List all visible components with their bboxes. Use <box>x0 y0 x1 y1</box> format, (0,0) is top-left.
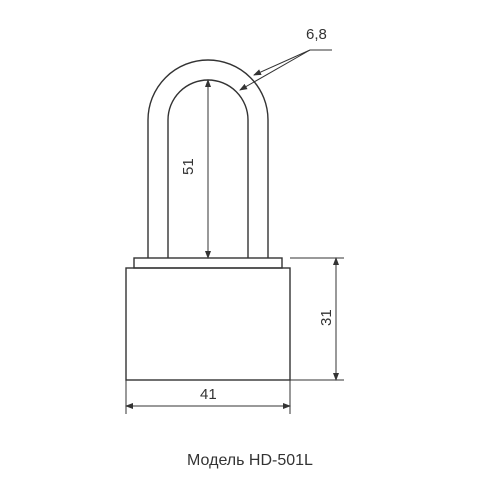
dimension-shackle-diameter <box>240 50 332 90</box>
label-shackle-height: 51 <box>180 158 197 175</box>
drawing-svg <box>0 0 500 500</box>
dimension-body-height <box>290 258 344 380</box>
label-body-height: 31 <box>318 309 335 326</box>
technical-drawing: 6,8 51 31 41 Модель HD-501L <box>0 0 500 500</box>
lock-body <box>126 258 290 380</box>
label-shackle-diameter: 6,8 <box>306 26 327 43</box>
label-body-width: 41 <box>200 386 217 403</box>
model-caption: Модель HD-501L <box>0 452 500 470</box>
